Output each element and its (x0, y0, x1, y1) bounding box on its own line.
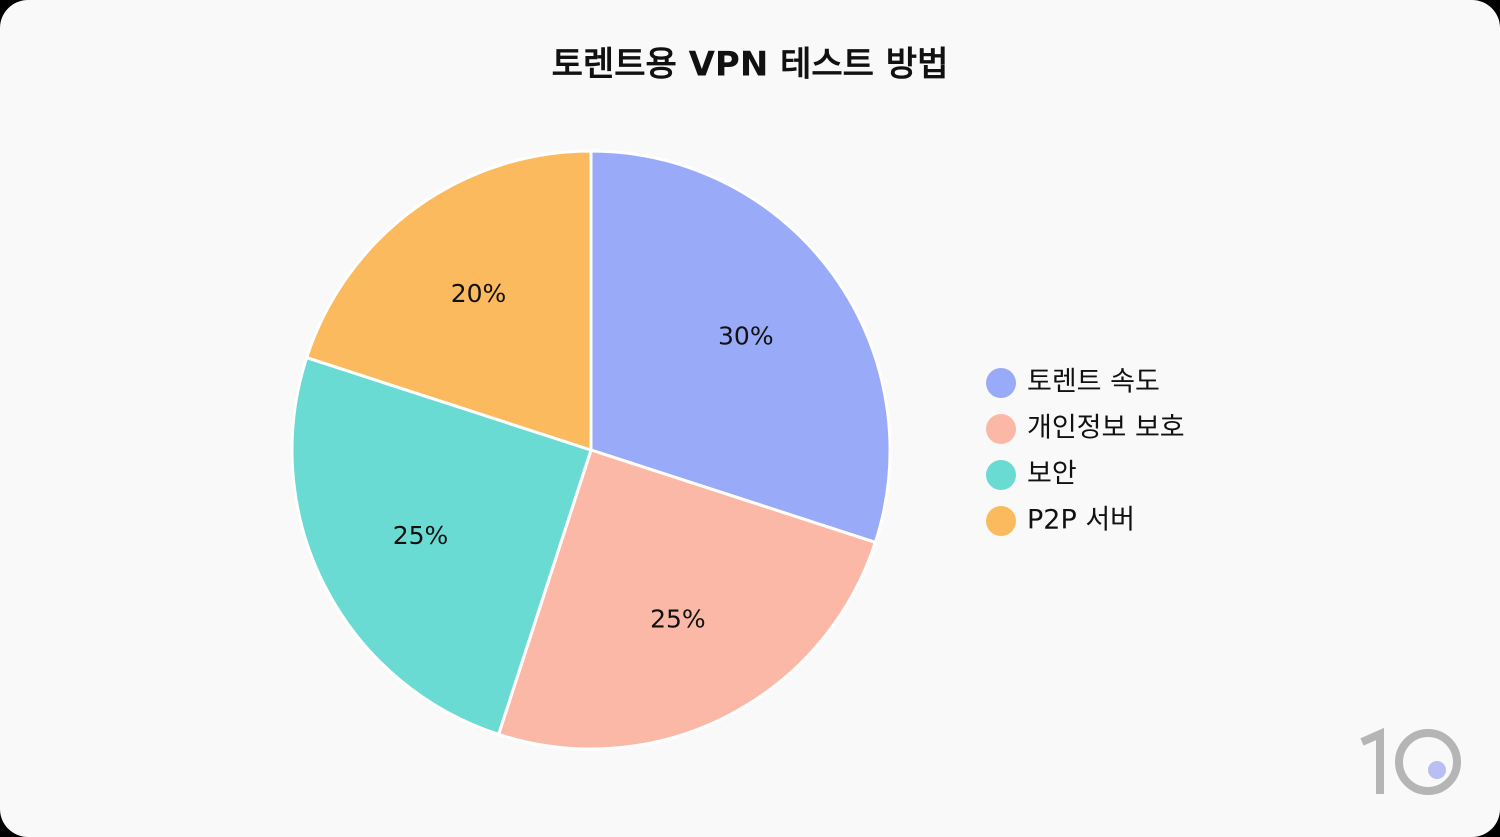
slice-label: 25% (650, 605, 706, 634)
logo-one (1360, 727, 1384, 794)
pie-slice (496, 448, 878, 751)
logo-ring (1395, 729, 1461, 795)
slice-label: 20% (451, 279, 507, 308)
slice-label: 25% (393, 521, 449, 550)
legend-label: 개인정보 보호 (1027, 413, 1185, 444)
legend-swatch (986, 368, 1016, 398)
logo (1360, 727, 1461, 795)
legend-label: 보안 (1027, 459, 1077, 490)
slice-label: 30% (718, 322, 774, 351)
pie-slice (589, 149, 892, 545)
legend-swatch (986, 460, 1016, 490)
pie-slice (290, 355, 593, 737)
chart-title: 토렌트용 VPN 테스트 방법 (552, 45, 949, 85)
legend-swatch (986, 506, 1016, 536)
logo-dot (1428, 761, 1446, 779)
legend-swatch (986, 414, 1016, 444)
pie-slice (304, 149, 593, 453)
legend-label: 토렌트 속도 (1027, 367, 1160, 398)
legend-label: P2P 서버 (1027, 505, 1135, 536)
